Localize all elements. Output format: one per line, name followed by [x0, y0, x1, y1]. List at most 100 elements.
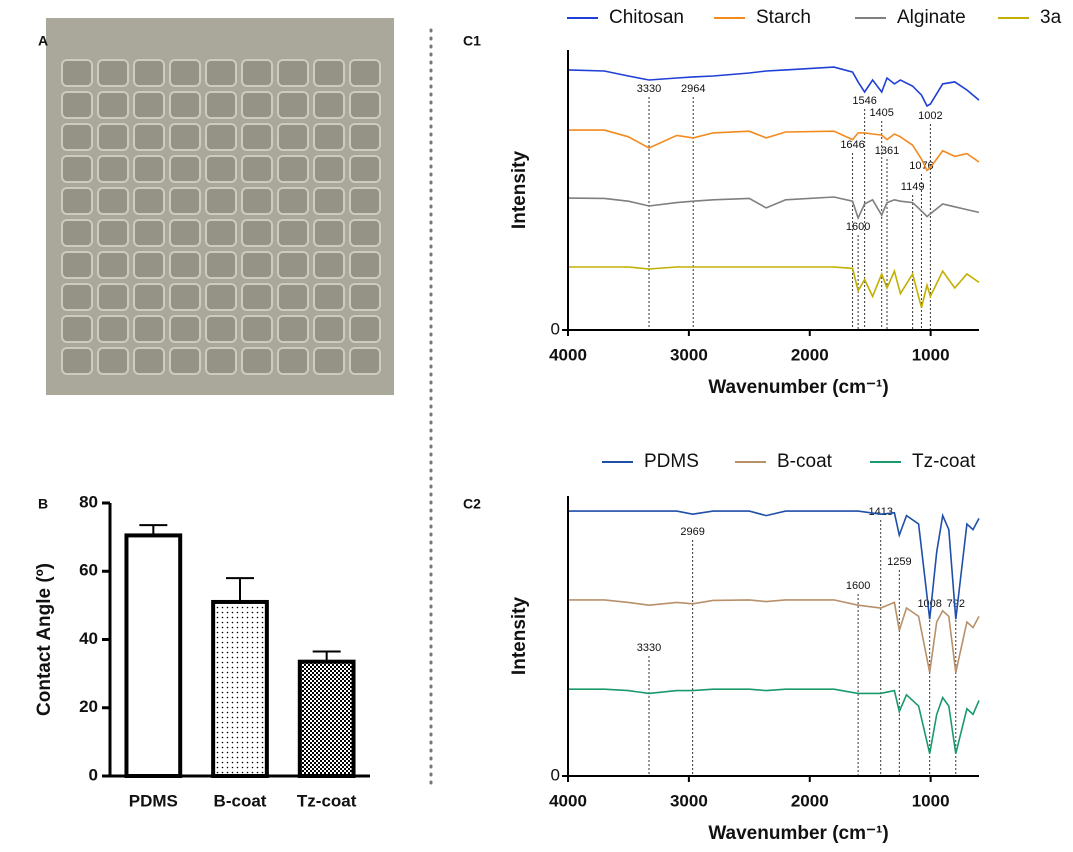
x-tick-label: 2000 [791, 791, 829, 810]
well [349, 155, 381, 183]
peak-label: 1361 [875, 145, 899, 157]
well [61, 123, 93, 151]
y-tick-label: 80 [79, 492, 98, 511]
well [169, 315, 201, 343]
well [169, 251, 201, 279]
legend-label: PDMS [644, 451, 699, 472]
y-tick-label: 0 [551, 319, 560, 338]
well [133, 219, 165, 247]
well [313, 283, 345, 311]
well [97, 91, 129, 119]
well [349, 251, 381, 279]
x-tick-label: 1000 [912, 791, 950, 810]
well [205, 315, 237, 343]
well [169, 91, 201, 119]
peak-label: 1413 [868, 506, 892, 518]
well [277, 251, 309, 279]
peak-label: 3330 [637, 642, 661, 654]
spectrum-line [568, 599, 980, 673]
peak-label: 1600 [846, 580, 870, 592]
panel-label: C1 [463, 33, 481, 49]
x-tick-label: 3000 [670, 345, 708, 364]
peak-label: 1646 [840, 139, 864, 151]
well [277, 155, 309, 183]
well [277, 347, 309, 375]
legend-label: Starch [756, 7, 811, 28]
well [133, 91, 165, 119]
x-tick-label: 1000 [912, 345, 950, 364]
y-tick-label: 0 [89, 765, 98, 784]
panel-label: C2 [463, 496, 481, 512]
well [133, 59, 165, 87]
peak-label: 2969 [680, 526, 704, 538]
well [277, 315, 309, 343]
well [349, 219, 381, 247]
well [277, 123, 309, 151]
well [169, 347, 201, 375]
well [277, 219, 309, 247]
panel-label: A [38, 33, 48, 49]
well [61, 347, 93, 375]
well [97, 219, 129, 247]
y-tick-label: 60 [79, 561, 98, 580]
well [313, 91, 345, 119]
well [313, 123, 345, 151]
well [169, 155, 201, 183]
well [97, 315, 129, 343]
x-axis-label: Wavenumber (cm⁻¹) [708, 377, 888, 398]
spectrum-line [568, 510, 980, 620]
well [97, 123, 129, 151]
well [349, 187, 381, 215]
peak-label: 1405 [869, 107, 893, 119]
well [205, 91, 237, 119]
photo [46, 18, 394, 395]
well [97, 283, 129, 311]
well [349, 123, 381, 151]
well [133, 283, 165, 311]
well [349, 315, 381, 343]
x-tick-label: Tz-coat [297, 791, 357, 810]
legend-label: Chitosan [609, 7, 684, 28]
well [241, 91, 273, 119]
well [61, 251, 93, 279]
legend-label: Alginate [897, 7, 966, 28]
well [241, 347, 273, 375]
peak-label: 1149 [901, 181, 925, 193]
x-tick-label: 4000 [549, 791, 587, 810]
well [61, 315, 93, 343]
bar [297, 659, 356, 779]
well [349, 91, 381, 119]
well [61, 59, 93, 87]
well [241, 283, 273, 311]
well [313, 251, 345, 279]
well [205, 187, 237, 215]
well [205, 123, 237, 151]
y-axis-label: Intensity [509, 151, 530, 230]
well [277, 59, 309, 87]
well [349, 59, 381, 87]
well [277, 283, 309, 311]
well [133, 347, 165, 375]
well [97, 59, 129, 87]
y-axis-label: Intensity [509, 597, 530, 676]
well [61, 155, 93, 183]
x-tick-label: B-coat [214, 791, 267, 810]
well [241, 155, 273, 183]
x-axis-label: Wavenumber (cm⁻¹) [708, 823, 888, 844]
well [349, 283, 381, 311]
peak-label: 1600 [846, 221, 870, 233]
spectrum-line [568, 688, 980, 754]
y-axis-label: Contact Angle (º) [34, 563, 55, 716]
y-tick-label: 40 [79, 629, 98, 648]
x-tick-label: 4000 [549, 345, 587, 364]
well [241, 59, 273, 87]
well [241, 123, 273, 151]
well [169, 123, 201, 151]
well [241, 315, 273, 343]
well [205, 283, 237, 311]
panel-label: B [38, 496, 48, 512]
bar [211, 599, 269, 779]
well [205, 347, 237, 375]
legend-label: B-coat [777, 451, 833, 472]
